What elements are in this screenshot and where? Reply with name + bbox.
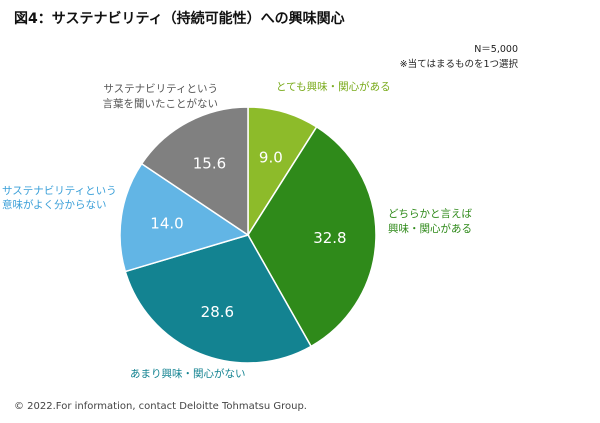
slice-category-label: とても興味・関心がある: [276, 80, 391, 93]
slice-category-label: サステナビリティという言葉を聞いたことがない: [103, 83, 219, 110]
slice-category-label: サステナビリティという意味がよく分からない: [2, 185, 117, 211]
pie-slice: [124, 234, 313, 364]
pie-slice: [247, 125, 377, 348]
copyright-footer: © 2022.For information, contact Deloitte…: [14, 401, 307, 412]
pie-slice: [119, 162, 250, 273]
sample-size-note: N＝5,000: [474, 44, 518, 55]
slice-category-label: どちらかと言えば興味・関心がある: [388, 207, 472, 235]
slice-category-label: あまり興味・関心がない: [130, 367, 246, 380]
slice-value-label: 9.0: [259, 148, 283, 166]
chart-title: 図4：サステナビリティ（持続可能性）への興味関心: [14, 11, 345, 27]
instruction-note: ※当てはまるものを1つ選択: [399, 59, 518, 70]
slice-value-label: 14.0: [150, 215, 183, 233]
pie-slice: [140, 106, 249, 237]
slice-value-label: 15.6: [193, 155, 226, 173]
slice-value-label: 32.8: [313, 229, 346, 247]
slice-value-label: 28.6: [201, 303, 234, 321]
